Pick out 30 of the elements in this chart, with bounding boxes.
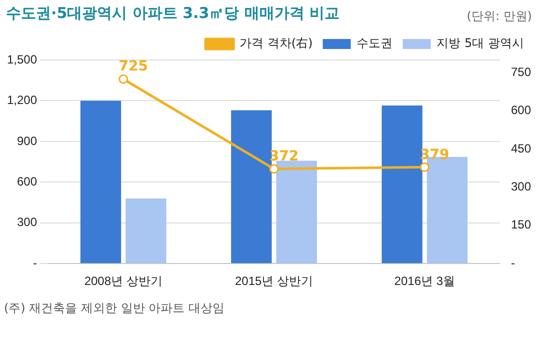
point [269, 164, 279, 174]
bar [276, 160, 317, 264]
bar [80, 100, 122, 264]
y2-tick-label: 300 [510, 180, 532, 194]
point [420, 162, 430, 172]
point [118, 74, 128, 84]
bar [231, 110, 272, 264]
y-tick-label: 900 [17, 134, 38, 148]
data-label: 725 [118, 58, 148, 75]
y-tick-label: 1,200 [7, 93, 38, 108]
x-tick-label: 2008년 상반기 [84, 274, 162, 288]
y2-tick-label: 600 [510, 103, 532, 118]
x-tick-label: 2016년 3월 [394, 274, 456, 288]
y2-tick-label: 150 [510, 218, 532, 232]
y-tick-label: 1,500 [7, 52, 38, 66]
y-tick-label: 300 [17, 215, 38, 230]
legend-label: 가격 격차(右) [240, 36, 313, 50]
y-tick-label: 600 [17, 174, 38, 188]
chart-title: 수도권·5대광역시 아파트 3.3㎡당 매매가격 비교 [6, 4, 340, 23]
y2-tick-label: 750 [510, 65, 532, 80]
y2-tick-label: 450 [510, 141, 532, 156]
text: (주) 재건축을 제외한 일반 아파트 대상임 [4, 300, 224, 317]
bar [382, 105, 422, 264]
y-tick-label: - [33, 256, 38, 270]
text: (단위: 만원) [466, 8, 532, 25]
bar [126, 198, 166, 264]
legend-label: 수도권 [356, 36, 393, 50]
x-tick-label: 2015년 상반기 [234, 274, 314, 288]
y2-tick-label: - [510, 256, 515, 270]
legend-label: 지방 5대 광역시 [436, 36, 524, 50]
